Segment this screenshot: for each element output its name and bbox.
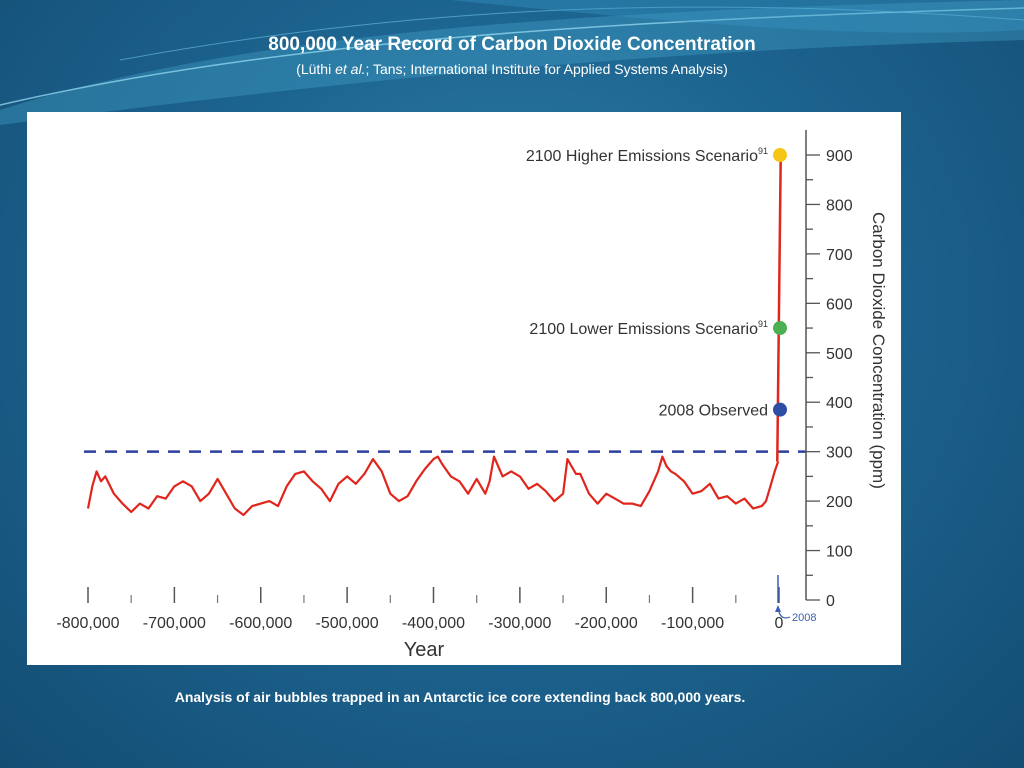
x-tick-label: 0 [775, 615, 784, 632]
y-tick-label: 900 [826, 148, 853, 165]
y-tick-label: 200 [826, 494, 853, 511]
ice-core-co2-series [86, 455, 780, 517]
y-tick-label: 700 [826, 247, 853, 264]
lower-emissions-label: 2100 Lower Emissions Scenario91 [529, 319, 768, 338]
subtitle-et-al: et al. [335, 61, 366, 77]
observed-2008-label: 2008 Observed [659, 403, 768, 420]
observed-2008-marker [773, 402, 787, 417]
x-tick-label: -200,000 [575, 615, 638, 632]
y-axis-label: Carbon Dioxide Concentration (ppm) [869, 212, 888, 489]
x-tick-label: -600,000 [229, 615, 292, 632]
subtitle-authors: (Lüthi [296, 61, 336, 77]
slide-subtitle: (Lüthi et al.; Tans; International Insti… [0, 61, 1024, 77]
year-2008-pointer [778, 611, 791, 619]
x-tick-label: -300,000 [488, 615, 551, 632]
x-tick-label: -500,000 [316, 615, 379, 632]
lower-emissions-marker [773, 321, 787, 336]
x-axis-label: Year [404, 639, 445, 661]
x-tick-label: -800,000 [56, 615, 119, 632]
y-tick-label: 300 [826, 445, 853, 462]
y-tick-label: 100 [826, 544, 853, 561]
chart-panel: 0 100 200 300 400 500 600 700 800 900 Carbon Dioxi… [27, 112, 901, 665]
higher-emissions-label: 2100 Higher Emissions Scenario91 [526, 146, 768, 165]
year-2008-annotation: 2008 [792, 612, 816, 624]
x-tick-label: -400,000 [402, 615, 465, 632]
slide-caption: Analysis of air bubbles trapped in an An… [174, 689, 746, 705]
y-tick-label: 800 [826, 197, 853, 214]
subtitle-sources: ; Tans; International Institute for Appl… [365, 61, 728, 77]
co2-chart: 0 100 200 300 400 500 600 700 800 900 Carbon Dioxi… [56, 130, 888, 661]
higher-emissions-marker [773, 148, 787, 162]
x-tick-label: -700,000 [143, 615, 206, 632]
year-2008-arrow-icon [775, 605, 781, 612]
y-tick-label: 0 [826, 593, 835, 610]
y-tick-label: 500 [826, 346, 853, 363]
y-tick-label: 400 [826, 395, 853, 412]
slide-title: 800,000 Year Record of Carbon Dioxide Co… [268, 34, 756, 55]
x-tick-label: -100,000 [661, 615, 724, 632]
y-tick-label: 600 [826, 296, 853, 313]
